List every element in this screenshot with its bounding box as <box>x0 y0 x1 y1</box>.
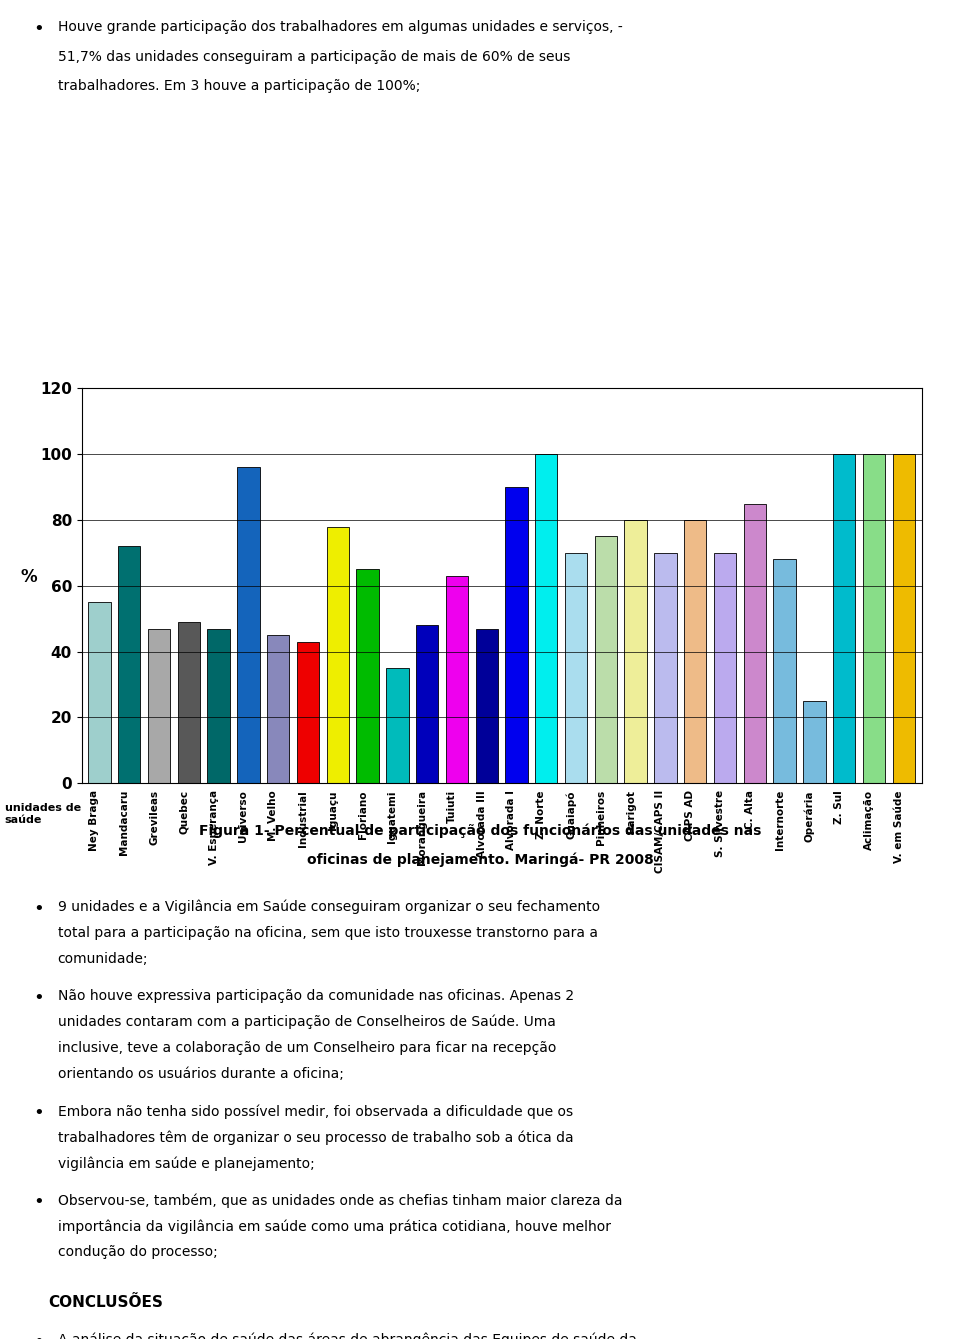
Text: M. Velho: M. Velho <box>268 790 278 841</box>
Text: Morangueira: Morangueira <box>418 790 427 865</box>
Text: Não houve expressiva participação da comunidade nas oficinas. Apenas 2: Não houve expressiva participação da com… <box>58 988 574 1003</box>
Bar <box>118 546 140 783</box>
Bar <box>356 569 379 783</box>
Bar <box>505 487 528 783</box>
Bar <box>297 641 319 783</box>
Text: Internorte: Internorte <box>775 790 784 850</box>
Text: Quebec: Quebec <box>179 790 189 834</box>
Bar <box>655 553 677 783</box>
Text: inclusive, teve a colaboração de um Conselheiro para ficar na recepção: inclusive, teve a colaboração de um Cons… <box>58 1042 556 1055</box>
Bar <box>178 623 200 783</box>
Text: A análise da situação de saúde das áreas de abrangência das Equipes de saúde da: A análise da situação de saúde das áreas… <box>58 1332 636 1339</box>
Text: Grevileas: Grevileas <box>149 790 159 845</box>
Text: Floriano: Floriano <box>357 790 368 838</box>
Text: trabalhadores têm de organizar o seu processo de trabalho sob a ótica da: trabalhadores têm de organizar o seu pro… <box>58 1130 573 1145</box>
Bar <box>804 702 826 783</box>
Text: Alvorada I: Alvorada I <box>507 790 516 850</box>
Text: CAPS AD: CAPS AD <box>685 790 695 841</box>
Bar <box>833 454 855 783</box>
Bar <box>88 603 110 783</box>
Text: S. Silvestre: S. Silvestre <box>715 790 725 857</box>
Text: Alvorada III: Alvorada III <box>477 790 487 858</box>
Text: C. Alta: C. Alta <box>745 790 755 829</box>
Text: importância da vigilância em saúde como uma prática cotidiana, houve melhor: importância da vigilância em saúde como … <box>58 1218 611 1233</box>
Text: vigilância em saúde e planejamento;: vigilância em saúde e planejamento; <box>58 1156 314 1170</box>
Text: CISAM/CAPS II: CISAM/CAPS II <box>656 790 665 873</box>
Text: Pinheiros: Pinheiros <box>596 790 606 845</box>
Text: Universo: Universo <box>238 790 249 842</box>
Text: unidades de
saúde: unidades de saúde <box>5 803 81 825</box>
Text: •: • <box>34 20 44 37</box>
Text: Houve grande participação dos trabalhadores em algumas unidades e serviços, -: Houve grande participação dos trabalhado… <box>58 20 622 33</box>
Text: unidades contaram com a participação de Conselheiros de Saúde. Uma: unidades contaram com a participação de … <box>58 1015 556 1030</box>
Bar <box>445 576 468 783</box>
Bar <box>863 454 885 783</box>
Bar <box>594 537 617 783</box>
Text: •: • <box>34 1103 44 1122</box>
Text: condução do processo;: condução do processo; <box>58 1245 217 1259</box>
Text: Tuiuti: Tuiuti <box>447 790 457 823</box>
Bar <box>207 628 229 783</box>
Bar <box>416 625 439 783</box>
Bar <box>564 553 588 783</box>
Text: oficinas de planejamento. Maringá- PR 2008: oficinas de planejamento. Maringá- PR 20… <box>306 853 654 868</box>
Text: •: • <box>34 988 44 1007</box>
Bar <box>386 668 409 783</box>
Bar <box>624 520 647 783</box>
Text: •: • <box>34 900 44 917</box>
Text: •: • <box>34 1332 44 1339</box>
Text: Iguaçu: Iguaçu <box>327 790 338 829</box>
Text: total para a participação na oficina, sem que isto trouxesse transtorno para a: total para a participação na oficina, se… <box>58 927 597 940</box>
Text: Z. Sul: Z. Sul <box>834 790 844 823</box>
Text: •: • <box>34 1193 44 1210</box>
Bar <box>535 454 558 783</box>
Text: Ney Braga: Ney Braga <box>89 790 100 852</box>
Text: Observou-se, também, que as unidades onde as chefias tinham maior clareza da: Observou-se, também, que as unidades ond… <box>58 1193 622 1208</box>
Text: Parigot: Parigot <box>626 790 636 833</box>
Y-axis label: %: % <box>20 568 37 586</box>
Text: Iguatemi: Iguatemi <box>387 790 397 842</box>
Text: 9 unidades e a Vigilância em Saúde conseguiram organizar o seu fechamento: 9 unidades e a Vigilância em Saúde conse… <box>58 900 600 915</box>
Text: 51,7% das unidades conseguiram a participação de mais de 60% de seus: 51,7% das unidades conseguiram a partici… <box>58 50 570 63</box>
Text: Embora não tenha sido possível medir, foi observada a dificuldade que os: Embora não tenha sido possível medir, fo… <box>58 1103 573 1118</box>
Bar <box>475 628 498 783</box>
Text: V. em Saúde: V. em Saúde <box>894 790 903 862</box>
Text: Aclimação: Aclimação <box>864 790 874 850</box>
Bar <box>893 454 915 783</box>
Bar <box>714 553 736 783</box>
Text: orientando os usuários durante a oficina;: orientando os usuários durante a oficina… <box>58 1067 344 1081</box>
Text: Guaiapó: Guaiapó <box>565 790 576 838</box>
Text: Figura 1- Percentual de participação dos funcionários das unidades nas: Figura 1- Percentual de participação dos… <box>199 823 761 838</box>
Text: Mandacaru: Mandacaru <box>119 790 130 856</box>
Bar <box>148 628 170 783</box>
Bar <box>237 467 259 783</box>
Text: Industrial: Industrial <box>298 790 308 846</box>
Text: Z. Norte: Z. Norte <box>537 790 546 838</box>
Bar <box>267 635 289 783</box>
Bar <box>744 503 766 783</box>
Text: Operária: Operária <box>804 790 814 841</box>
Bar <box>326 526 348 783</box>
Text: CONCLUSÕES: CONCLUSÕES <box>48 1296 163 1311</box>
Text: comunidade;: comunidade; <box>58 952 148 965</box>
Text: V. Esperança: V. Esperança <box>208 790 219 865</box>
Bar <box>774 560 796 783</box>
Text: trabalhadores. Em 3 houve a participação de 100%;: trabalhadores. Em 3 houve a participação… <box>58 79 420 92</box>
Bar <box>684 520 707 783</box>
